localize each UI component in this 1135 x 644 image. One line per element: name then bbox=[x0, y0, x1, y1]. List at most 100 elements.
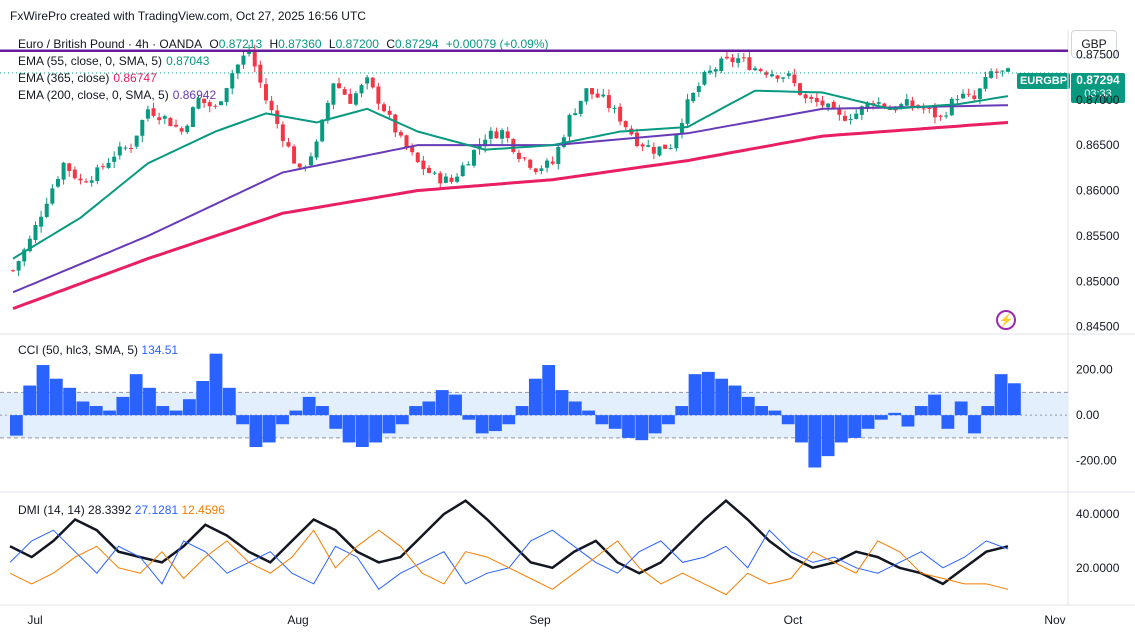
ema200-legend: EMA (200, close, 0, SMA, 5) 0.86942 bbox=[18, 88, 220, 102]
cci-bar bbox=[182, 399, 196, 416]
candle bbox=[477, 144, 482, 150]
candle bbox=[89, 180, 94, 183]
cci-bar bbox=[542, 365, 556, 416]
candle bbox=[826, 103, 831, 108]
cci-bar bbox=[169, 410, 183, 416]
ticker-tag: EURGBP bbox=[1017, 73, 1070, 89]
cci-bar bbox=[449, 394, 462, 416]
candle bbox=[27, 238, 32, 252]
candle bbox=[488, 130, 493, 139]
candle bbox=[190, 107, 195, 128]
candle bbox=[11, 270, 15, 272]
time-tick-label: Nov bbox=[1044, 613, 1065, 627]
cci-bar bbox=[675, 406, 689, 416]
candle bbox=[280, 124, 285, 141]
cci-bar bbox=[808, 415, 822, 468]
candle bbox=[573, 113, 578, 116]
minus-di-value: 12.4596 bbox=[181, 503, 225, 517]
candle bbox=[224, 88, 229, 103]
candle bbox=[753, 68, 758, 71]
cci-bar bbox=[196, 380, 210, 416]
candle bbox=[202, 98, 207, 104]
candle bbox=[72, 169, 77, 179]
candle bbox=[308, 156, 313, 166]
candle bbox=[972, 95, 977, 100]
candle bbox=[663, 144, 668, 149]
candle bbox=[814, 98, 819, 102]
candle bbox=[247, 50, 252, 54]
candle bbox=[415, 152, 420, 163]
candle bbox=[657, 146, 662, 156]
cci-bar bbox=[914, 406, 928, 416]
high-label: H bbox=[269, 37, 279, 51]
candle bbox=[983, 76, 988, 89]
cci-bar bbox=[262, 415, 276, 443]
cci-bar bbox=[156, 406, 170, 416]
cci-bar bbox=[781, 415, 795, 425]
candle bbox=[112, 156, 117, 162]
candle bbox=[398, 132, 403, 136]
ema365-value: 0.86747 bbox=[113, 71, 157, 85]
candle bbox=[595, 93, 600, 98]
price-tick-label: 0.87000 bbox=[1076, 93, 1120, 107]
candle bbox=[33, 224, 38, 241]
cci-bar bbox=[409, 406, 423, 416]
candle bbox=[685, 99, 690, 124]
cci-bar bbox=[222, 387, 236, 416]
candle bbox=[292, 146, 297, 164]
ema55-label: EMA (55, close, 0, SMA, 5) bbox=[18, 54, 163, 68]
candle bbox=[505, 131, 510, 139]
lightning-icon[interactable]: ⚡ bbox=[996, 310, 1016, 330]
cci-bar bbox=[941, 415, 955, 429]
cci-tick-label: -200.00 bbox=[1076, 454, 1117, 468]
cci-bar bbox=[568, 401, 582, 416]
cci-bar bbox=[874, 415, 888, 420]
dmi-tick-label: 20.0000 bbox=[1076, 561, 1120, 575]
candle bbox=[168, 117, 173, 127]
candle bbox=[443, 176, 448, 183]
candle bbox=[50, 188, 55, 204]
candle bbox=[871, 103, 876, 105]
candle bbox=[618, 106, 623, 122]
cci-legend: CCI (50, hlc3, SMA, 5) 134.51 bbox=[18, 343, 178, 357]
candle bbox=[876, 102, 881, 104]
candle bbox=[22, 249, 27, 262]
candle bbox=[601, 94, 606, 97]
currency-button[interactable]: GBP bbox=[1071, 30, 1117, 58]
candle bbox=[674, 134, 679, 149]
candle bbox=[365, 77, 370, 84]
candle bbox=[134, 135, 139, 147]
candle bbox=[460, 165, 465, 177]
candle bbox=[174, 124, 179, 127]
candle bbox=[859, 106, 864, 115]
ema365-line bbox=[12, 121, 1009, 311]
candle bbox=[421, 160, 426, 170]
candle bbox=[387, 110, 392, 115]
candle bbox=[275, 110, 280, 124]
candle bbox=[803, 94, 808, 99]
candle bbox=[724, 56, 729, 59]
candle bbox=[533, 168, 538, 173]
cci-tick-label: 200.00 bbox=[1076, 363, 1113, 377]
candle bbox=[696, 86, 701, 93]
cci-label: CCI (50, hlc3, SMA, 5) bbox=[18, 343, 139, 357]
cci-bar bbox=[89, 406, 103, 416]
cci-bar bbox=[36, 365, 50, 416]
ema55-value: 0.87043 bbox=[166, 54, 210, 68]
cci-bar bbox=[821, 415, 835, 457]
candle bbox=[44, 203, 49, 217]
candle bbox=[494, 131, 499, 139]
cci-bar bbox=[129, 374, 143, 416]
cci-bar bbox=[236, 415, 250, 425]
cci-bar bbox=[688, 374, 702, 416]
candle bbox=[679, 123, 684, 134]
candle bbox=[764, 72, 769, 75]
candle bbox=[792, 74, 797, 84]
ema200-line bbox=[12, 104, 1009, 294]
candle bbox=[719, 58, 724, 72]
time-tick-label: Jul bbox=[27, 613, 42, 627]
close-label: C bbox=[386, 37, 395, 51]
candle bbox=[196, 98, 201, 109]
candle bbox=[989, 71, 994, 78]
